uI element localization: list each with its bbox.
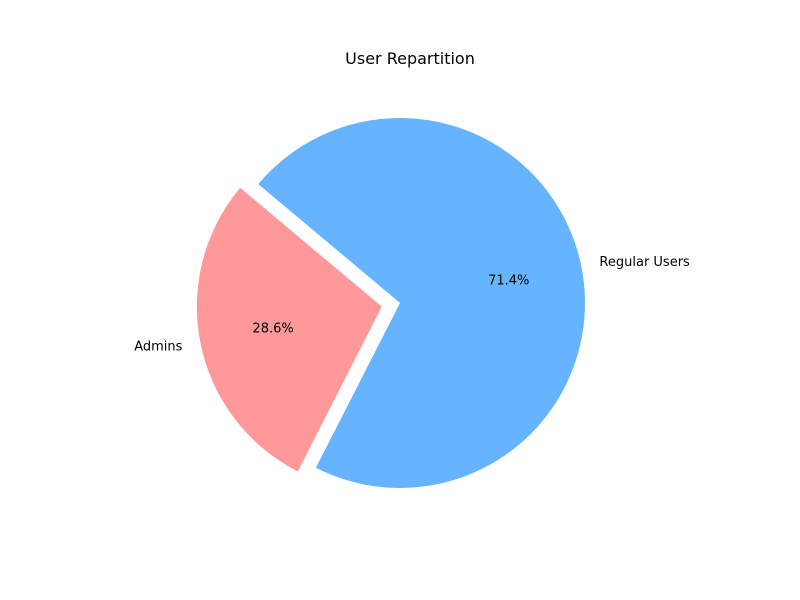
slice-category-label: Admins xyxy=(134,340,182,355)
slice-category-label: Regular Users xyxy=(599,255,690,270)
chart-title: User Repartition xyxy=(345,49,475,68)
pie-slices xyxy=(196,118,585,489)
slice-percent-label: 71.4% xyxy=(488,273,529,288)
slice-percent-label: 28.6% xyxy=(252,321,293,336)
pie-labels: 28.6% Admins 71.4% Regular Users xyxy=(134,255,690,355)
pie-slice-admins xyxy=(196,187,382,472)
pie-slice-regular-users xyxy=(258,118,585,489)
